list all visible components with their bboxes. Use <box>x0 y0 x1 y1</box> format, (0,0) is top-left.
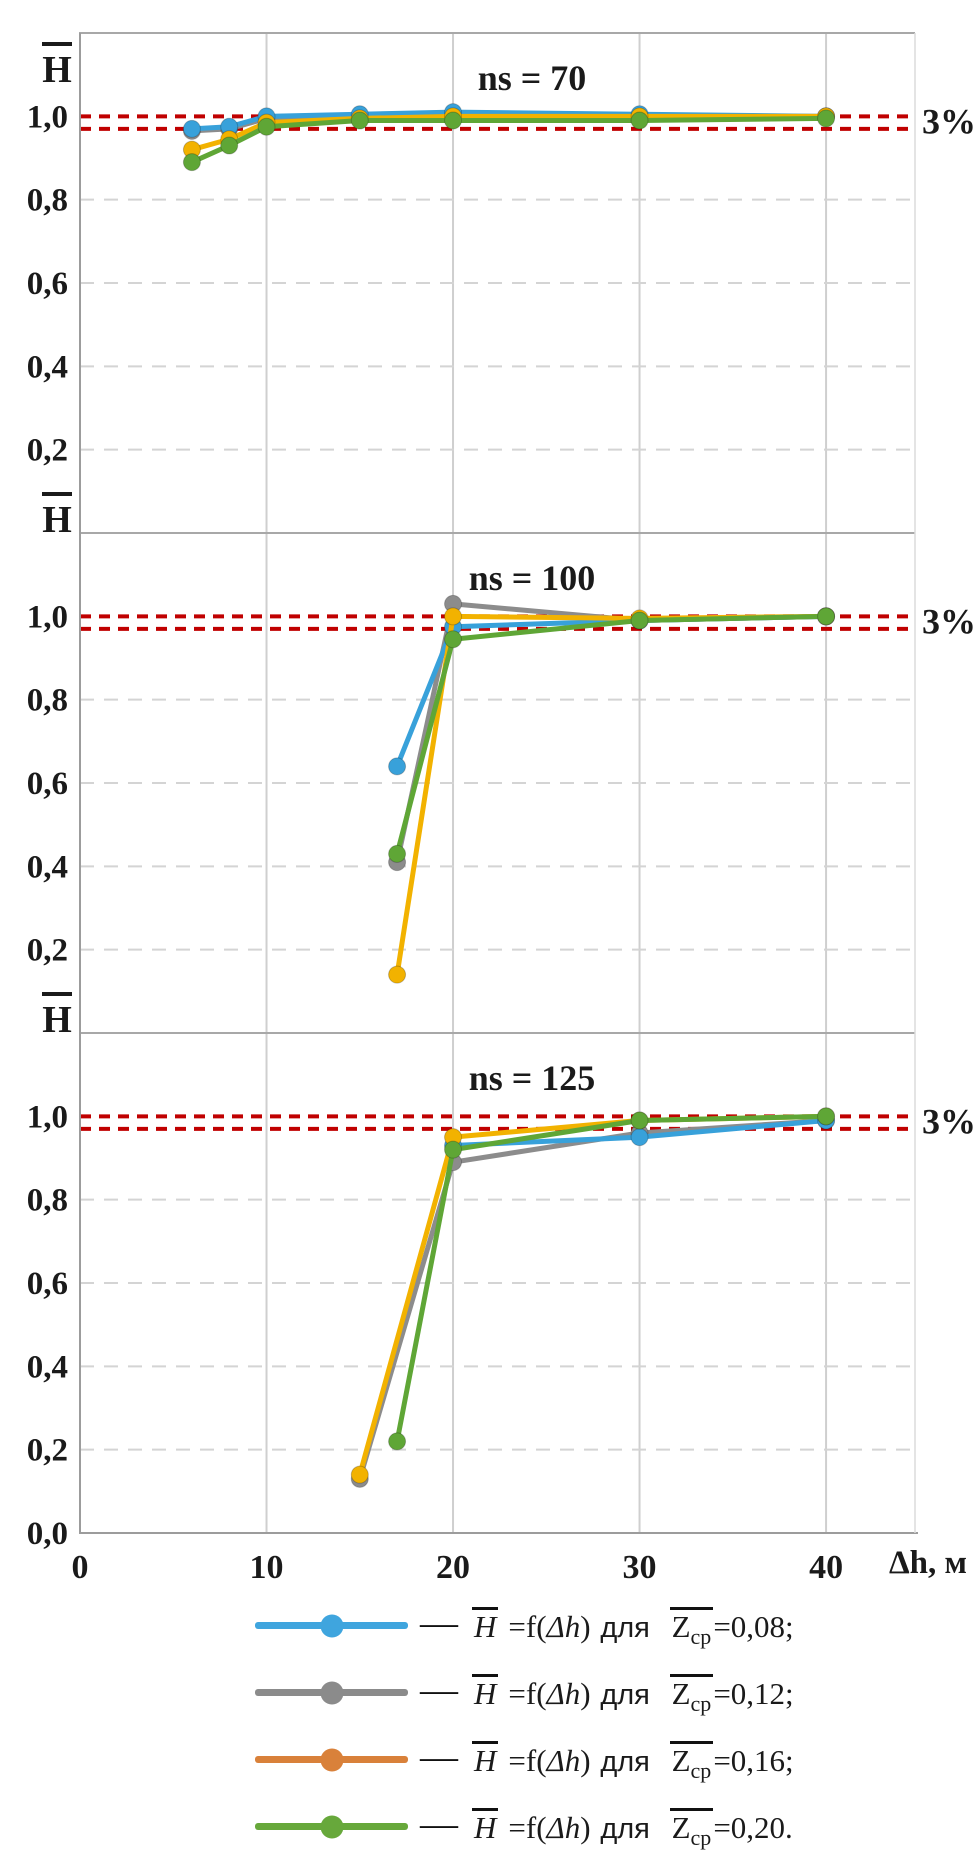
series-line <box>357 1113 829 1478</box>
legend-dash: — <box>420 1735 458 1778</box>
data-point-marker <box>817 607 836 626</box>
data-point-marker <box>444 607 463 626</box>
band-percent-label: 3% <box>922 1102 976 1142</box>
data-point-marker <box>444 630 463 649</box>
x-axis-title: Δh, м <box>889 1545 967 1581</box>
legend-dash: — <box>420 1802 458 1845</box>
data-point-marker <box>388 965 407 984</box>
y-tick-label: 0,0 <box>27 1516 68 1552</box>
data-point-marker <box>817 109 836 128</box>
x-tick-label: 10 <box>250 1549 284 1586</box>
y-tick-label: 0,2 <box>27 933 68 969</box>
legend-label: H =f(Δh) для Zср =0,16; <box>472 1740 794 1783</box>
series-line <box>394 613 829 978</box>
y-tick-label: 1,0 <box>27 599 68 635</box>
data-point-marker <box>444 111 463 130</box>
series-line <box>357 1118 829 1482</box>
legend-dash: — <box>420 1601 458 1644</box>
y-axis-title: H <box>42 999 72 1041</box>
panel-title: ns = 70 <box>478 58 587 98</box>
legend-marker-dot <box>320 1681 343 1704</box>
series-line <box>394 1113 829 1444</box>
legend-swatch-line <box>255 1748 408 1771</box>
y-tick-label: 1,0 <box>27 1099 68 1135</box>
series-line <box>394 613 829 857</box>
y-tick-label: 0,6 <box>27 266 68 302</box>
band-percent-label: 3% <box>922 102 976 142</box>
panel-title: ns = 100 <box>469 558 596 598</box>
data-point-marker <box>220 136 239 155</box>
legend-label: H =f(Δh) для Zср =0,12; <box>472 1673 794 1716</box>
data-point-marker <box>630 111 649 130</box>
x-tick-label: 20 <box>436 1549 470 1586</box>
y-tick-label: 0,4 <box>27 849 68 885</box>
legend-swatch-line <box>255 1815 408 1838</box>
data-point-marker <box>388 844 407 863</box>
data-point-marker <box>350 1465 369 1484</box>
y-tick-label: 0,2 <box>27 433 68 469</box>
panel-title: ns = 125 <box>469 1058 596 1098</box>
x-tick-label: 30 <box>623 1549 657 1586</box>
legend-item: — H =f(Δh) для Zср =0,20. <box>0 1793 980 1860</box>
legend-item: — H =f(Δh) для Zср =0,08; <box>0 1592 980 1659</box>
legend: — H =f(Δh) для Zср =0,08; — H =f(Δh) для Zс… <box>0 1592 980 1860</box>
y-tick-label: 0,6 <box>27 766 68 802</box>
data-point-marker <box>257 117 276 136</box>
y-axis-title-overbar <box>42 492 72 496</box>
x-tick-label: 0 <box>72 1549 89 1586</box>
legend-swatch-line <box>255 1681 408 1704</box>
legend-dash: — <box>420 1668 458 1711</box>
y-tick-label: 0,8 <box>27 1183 68 1219</box>
y-tick-label: 0,8 <box>27 183 68 219</box>
legend-item: — H =f(Δh) для Zср =0,12; <box>0 1659 980 1726</box>
legend-marker-dot <box>320 1815 343 1838</box>
legend-item: — H =f(Δh) для Zср =0,16; <box>0 1726 980 1793</box>
legend-label: H =f(Δh) для Zср =0,20. <box>472 1807 793 1850</box>
series-line <box>394 601 829 865</box>
y-tick-label: 1,0 <box>27 99 68 135</box>
y-tick-label: 0,4 <box>27 1349 68 1385</box>
x-tick-label: 40 <box>809 1549 843 1586</box>
data-point-marker <box>444 1140 463 1159</box>
data-point-marker <box>182 119 201 138</box>
y-tick-label: 0,2 <box>27 1433 68 1469</box>
y-tick-label: 0,4 <box>27 349 68 385</box>
y-axis-title: H <box>42 49 72 91</box>
y-tick-label: 0,8 <box>27 683 68 719</box>
band-percent-label: 3% <box>922 602 976 642</box>
data-point-marker <box>182 153 201 172</box>
y-tick-label: 0,6 <box>27 1266 68 1302</box>
data-point-marker <box>817 1107 836 1126</box>
legend-marker-dot <box>320 1748 343 1771</box>
data-point-marker <box>350 111 369 130</box>
data-point-marker <box>630 1128 649 1147</box>
series-line <box>189 115 829 165</box>
data-point-marker <box>630 611 649 630</box>
y-axis-title-overbar <box>42 992 72 996</box>
data-point-marker <box>388 1432 407 1451</box>
chart-canvas: 1,0 0,8 0,6 0,4 0,2 ns = 70 H 3% 1,0 0,8 0,6 0,4 0,2… <box>27 32 976 1586</box>
data-point-marker <box>388 757 407 776</box>
legend-marker-dot <box>320 1614 343 1637</box>
legend-label: H =f(Δh) для Zср =0,08; <box>472 1606 794 1649</box>
y-axis-title: H <box>42 499 72 541</box>
y-axis-title-overbar <box>42 42 72 46</box>
legend-swatch-line <box>255 1614 408 1637</box>
data-point-marker <box>630 1111 649 1130</box>
